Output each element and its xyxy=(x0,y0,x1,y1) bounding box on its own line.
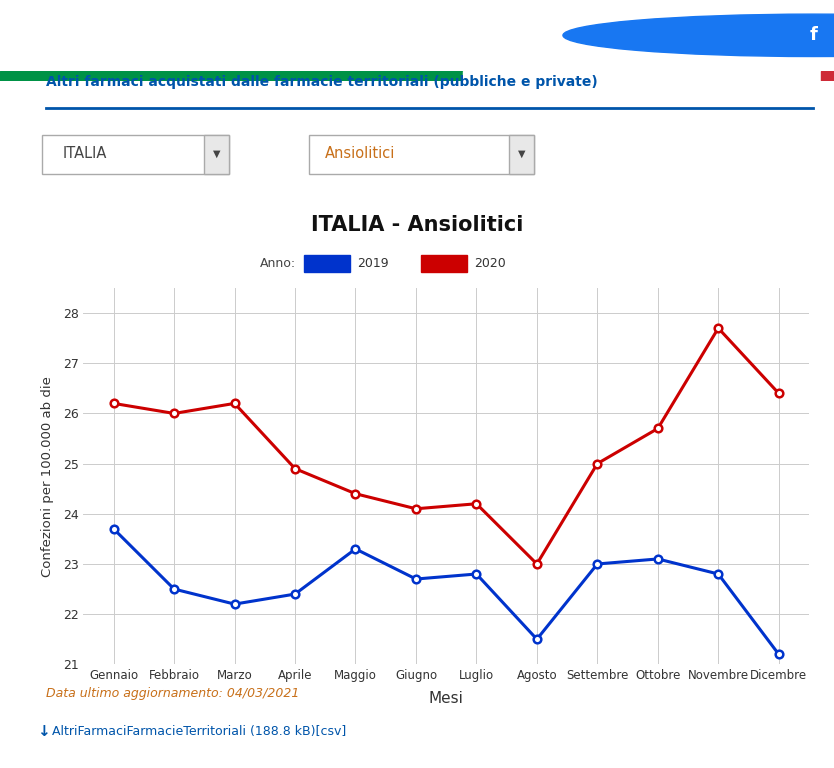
Circle shape xyxy=(563,14,834,57)
Bar xyxy=(463,71,471,81)
Text: Data ultimo aggiornamento: 04/03/2021: Data ultimo aggiornamento: 04/03/2021 xyxy=(46,687,299,700)
FancyBboxPatch shape xyxy=(42,134,229,174)
Y-axis label: Confezioni per 100.000 ab die: Confezioni per 100.000 ab die xyxy=(42,376,54,577)
Text: AltriFarmaciFarmacieTerritoriali (188.8 kB)[csv]: AltriFarmaciFarmacieTerritoriali (188.8 … xyxy=(52,725,346,738)
Bar xyxy=(421,255,467,272)
FancyBboxPatch shape xyxy=(509,134,534,174)
Text: Seguici su: Seguici su xyxy=(705,28,769,41)
Text: ITALIA - Ansiolitici: ITALIA - Ansiolitici xyxy=(311,216,523,236)
Text: f: f xyxy=(809,26,817,45)
FancyBboxPatch shape xyxy=(309,134,534,174)
Bar xyxy=(471,71,821,81)
FancyBboxPatch shape xyxy=(204,134,229,174)
Text: ↓: ↓ xyxy=(38,724,50,739)
Text: Ansiolitici: Ansiolitici xyxy=(325,146,395,161)
Text: ▼: ▼ xyxy=(214,148,220,158)
Text: Agenzia Italiana: Agenzia Italiana xyxy=(196,18,303,31)
Bar xyxy=(821,71,834,81)
Text: ITALIA: ITALIA xyxy=(63,146,107,161)
Text: 2020: 2020 xyxy=(474,257,505,270)
Text: ▼: ▼ xyxy=(518,148,525,158)
Bar xyxy=(304,255,350,272)
Text: Altri farmaci acquistati dalle farmacie territoriali (pubbliche e private): Altri farmaci acquistati dalle farmacie … xyxy=(46,74,598,89)
Bar xyxy=(0,71,463,81)
Text: del Farmaco: del Farmaco xyxy=(196,41,277,54)
Text: Anno:: Anno: xyxy=(260,257,296,270)
X-axis label: Mesi: Mesi xyxy=(429,690,464,706)
Text: 2019: 2019 xyxy=(357,257,389,270)
Text: AIFA: AIFA xyxy=(121,22,183,46)
